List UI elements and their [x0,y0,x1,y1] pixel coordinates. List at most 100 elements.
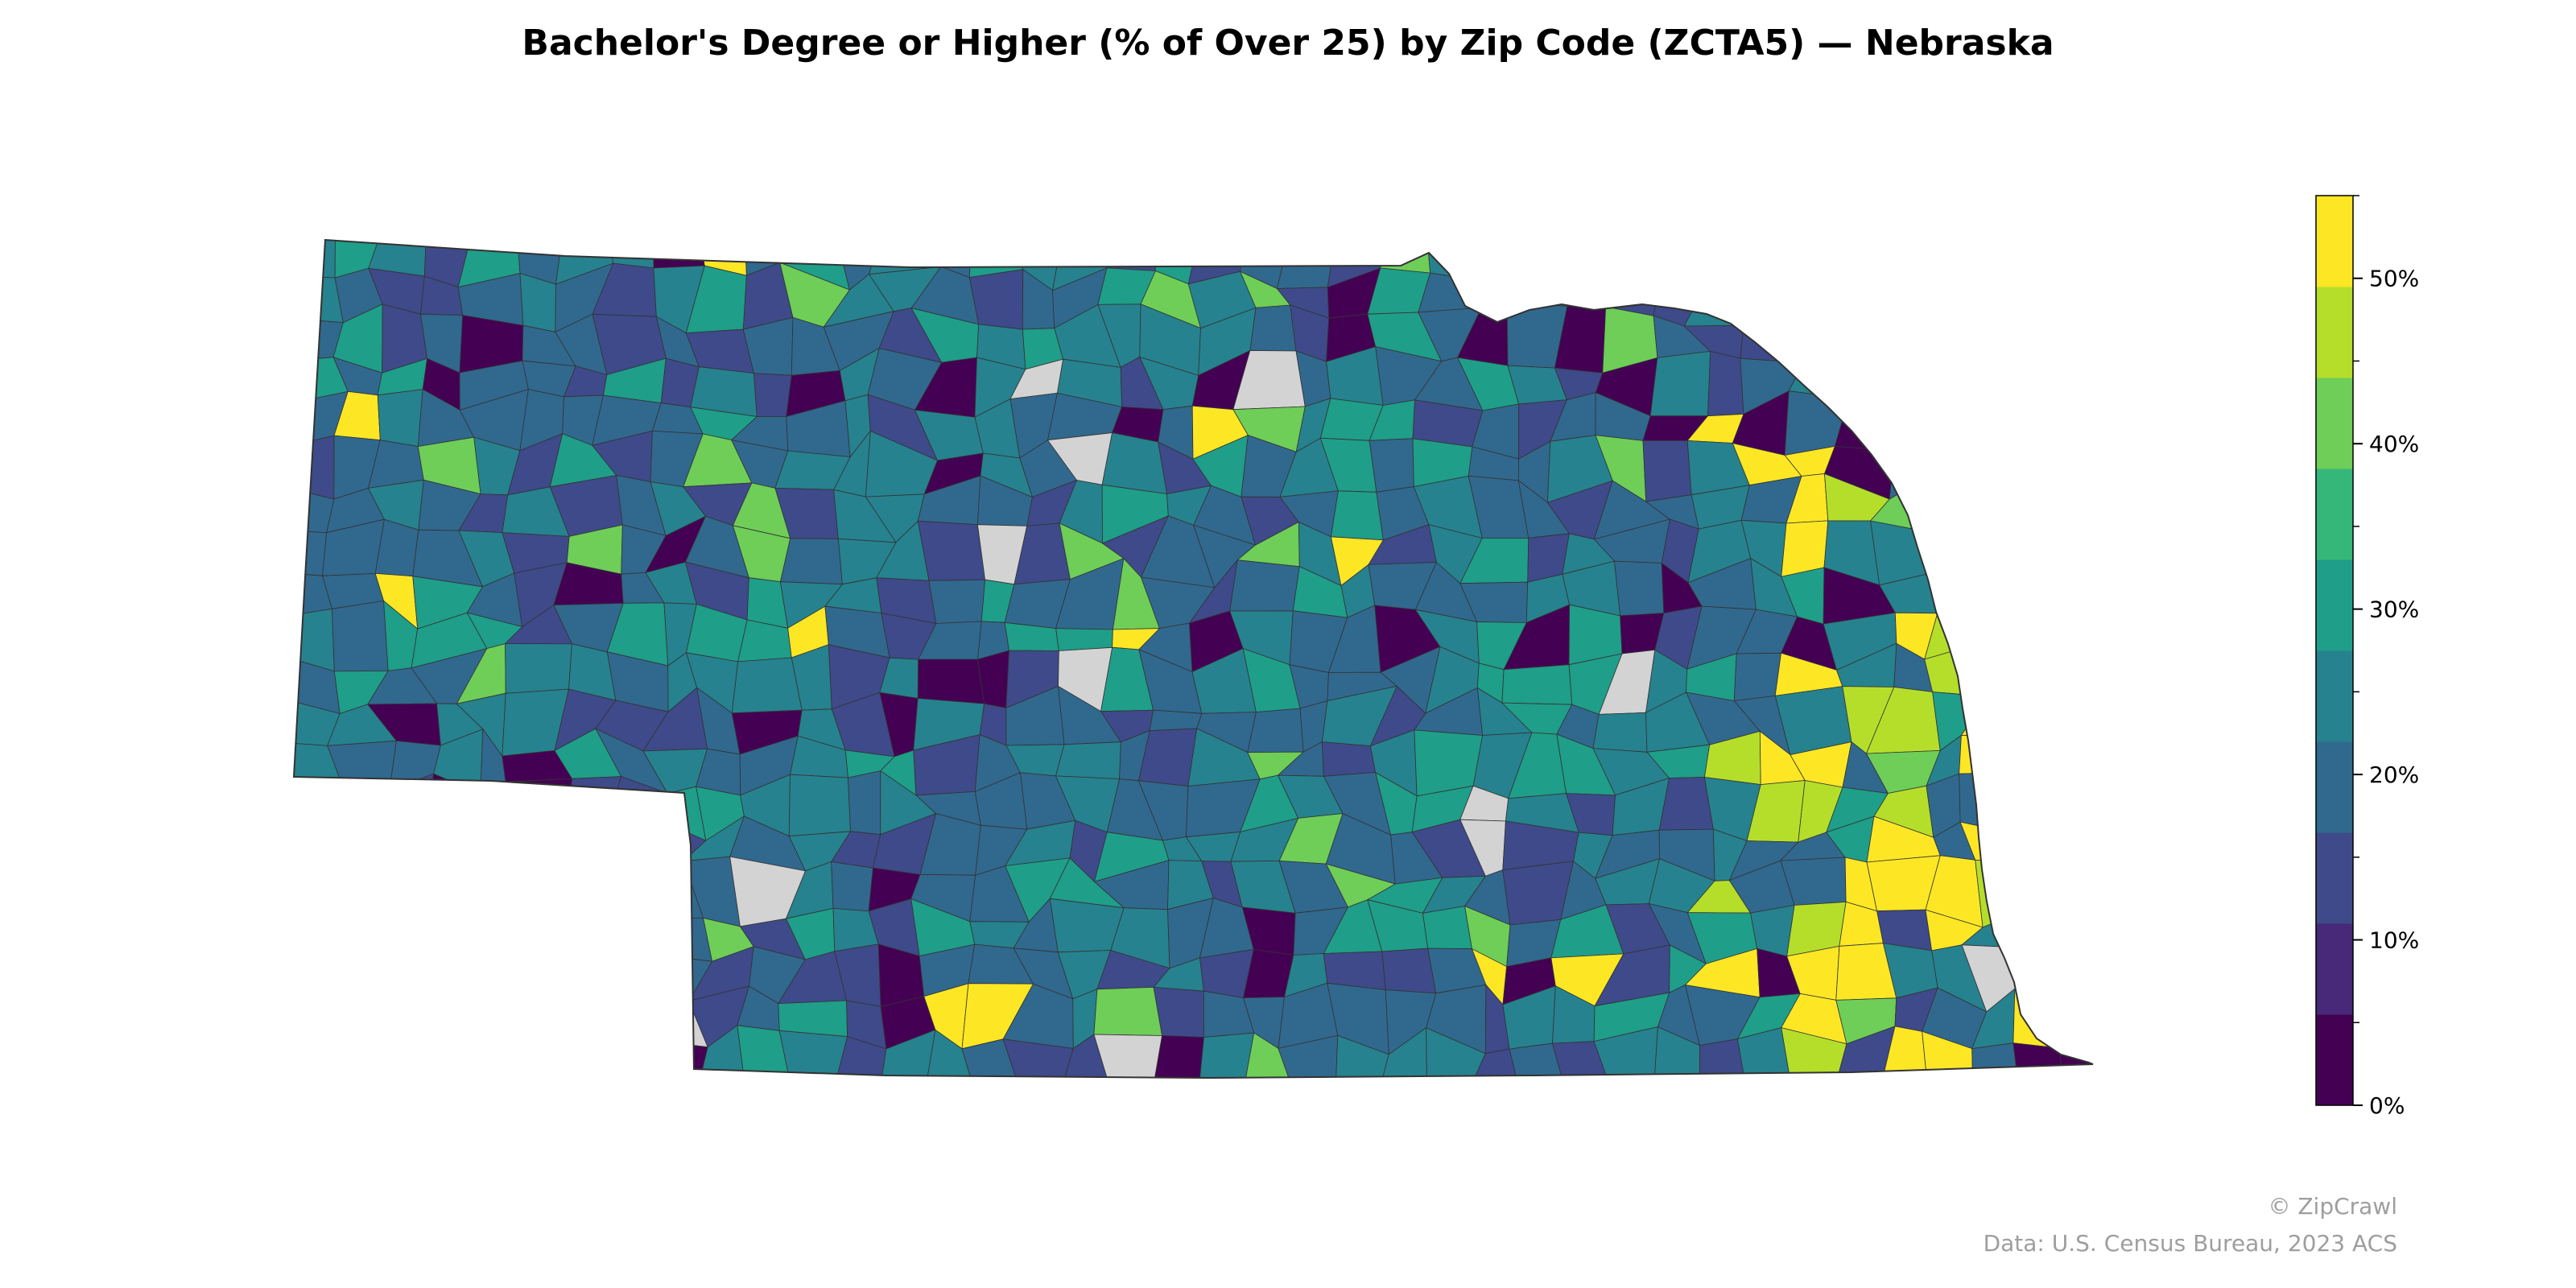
zip-area [778,1030,848,1078]
zip-area [753,373,792,417]
zip-area [2017,240,2078,291]
zip-area [1960,696,2026,737]
zip-area [294,952,343,1013]
zip-area [1699,240,1746,277]
zip-area [1199,1032,1255,1078]
zip-area [596,898,665,954]
zip-area [568,776,622,825]
data-source-credit: Data: U.S. Census Bureau, 2023 ACS [1983,1230,2397,1257]
zip-area [1788,350,1850,399]
zip-area [2074,774,2093,828]
zip-area [2064,389,2093,447]
zip-area [597,818,657,882]
zip-area [547,944,597,1005]
zip-area [2011,473,2050,522]
zip-area [294,997,343,1043]
zip-area [2012,908,2054,969]
zip-area [1472,1048,1519,1078]
zip-area [1913,264,1966,331]
zip-area [1480,266,1508,308]
colorbar-segment [2316,923,2353,1015]
zip-area [1276,240,1336,289]
zip-area [1245,1032,1291,1078]
zip-area [788,774,851,837]
zip-area [926,1029,973,1078]
zip-area [2050,563,2093,617]
zip-area [1149,709,1203,732]
colorbar-tick-label: 50% [2369,266,2419,292]
zip-area [731,657,803,714]
zip-area [2017,648,2066,713]
zip-area [1055,628,1113,651]
zip-area [426,818,464,873]
zip-area [1380,240,1431,274]
zip-area [2048,318,2093,363]
zip-area [2064,700,2093,750]
zip-area [1593,1026,1658,1078]
zip-area [917,520,986,581]
zip-area [1501,664,1573,705]
zip-area [562,1040,610,1078]
zip-area [505,643,572,694]
zip-area [2007,735,2077,775]
zip-area [835,1036,887,1078]
zip-area [294,1039,342,1078]
zip-area [1614,560,1665,617]
zip-area [1247,708,1304,753]
zip-area [1834,267,1875,324]
zip-area [376,906,422,960]
zip-area [2047,473,2093,531]
zip-area [459,1046,531,1078]
colorbar-tick-label: 20% [2369,762,2419,788]
zip-area [517,1004,565,1052]
watermark-credit: © ZipCrawl [2268,1193,2397,1220]
zip-area [1592,712,1648,753]
colorbar-tick-label: 40% [2369,431,2419,457]
zip-area [1967,346,2029,419]
zip-area [1743,240,1791,287]
zip-area [597,866,665,919]
zip-area [1781,1027,1847,1078]
zip-area [2004,771,2077,832]
zip-area [779,538,843,585]
zip-area [1002,1038,1074,1078]
zip-area [2075,742,2093,786]
colorbar-segment [2316,378,2353,469]
colorbar-segment [2316,741,2353,833]
zip-area [420,859,473,908]
zip-area [1967,406,2029,440]
zip-area [502,863,570,919]
zip-area [1278,1034,1339,1078]
zip-area [1912,398,1972,454]
zip-area [1229,559,1300,612]
zip-area [1913,304,1968,362]
zip-area [294,275,344,324]
zip-area [1959,771,2008,832]
zip-area [1975,859,2029,928]
zip-area [294,869,343,914]
zip-area [1335,1034,1389,1078]
zip-area [1153,986,1204,1038]
zip-area [1971,1042,2019,1078]
zip-area [389,740,441,791]
zip-area [1733,652,1781,702]
zip-area [1093,1034,1163,1078]
zip-area [1106,240,1156,271]
zip-area [374,828,430,879]
zip-area [460,906,514,961]
zip-area [1835,1026,1896,1078]
zip-area [377,389,423,448]
zip-area [1963,646,2026,713]
zip-area [653,1040,708,1078]
zip-area [1873,353,1925,399]
zip-area [505,778,573,842]
zip-area [2011,438,2068,504]
zip-area [1956,478,2025,522]
zip-area [2007,286,2079,322]
zip-area [1740,324,1804,364]
zip-area [412,950,476,1001]
zip-area [516,1040,565,1078]
colorbar-segment [2316,469,2353,560]
zip-area [1919,518,1982,575]
